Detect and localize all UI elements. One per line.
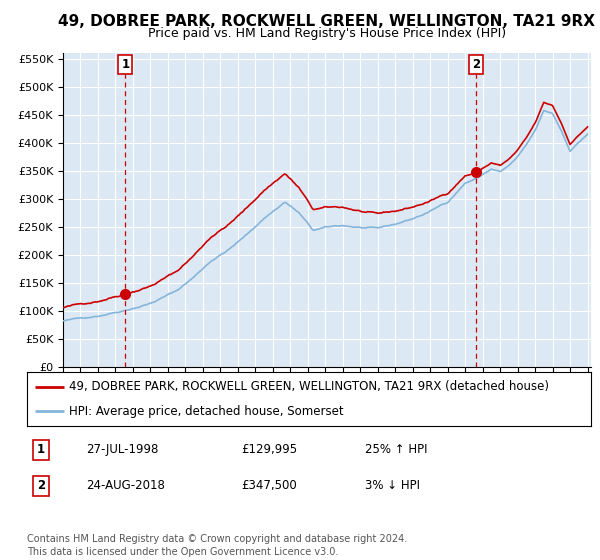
Text: 24-AUG-2018: 24-AUG-2018: [86, 479, 165, 492]
Text: 49, DOBREE PARK, ROCKWELL GREEN, WELLINGTON, TA21 9RX (detached house): 49, DOBREE PARK, ROCKWELL GREEN, WELLING…: [70, 380, 550, 393]
Text: 2: 2: [37, 479, 45, 492]
Text: £129,995: £129,995: [241, 443, 298, 456]
Text: 27-JUL-1998: 27-JUL-1998: [86, 443, 158, 456]
Text: Contains HM Land Registry data © Crown copyright and database right 2024.
This d: Contains HM Land Registry data © Crown c…: [27, 534, 407, 557]
Text: 49, DOBREE PARK, ROCKWELL GREEN, WELLINGTON, TA21 9RX: 49, DOBREE PARK, ROCKWELL GREEN, WELLING…: [59, 14, 595, 29]
Text: 1: 1: [37, 443, 45, 456]
Text: Price paid vs. HM Land Registry's House Price Index (HPI): Price paid vs. HM Land Registry's House …: [148, 27, 506, 40]
Text: HPI: Average price, detached house, Somerset: HPI: Average price, detached house, Some…: [70, 405, 344, 418]
Text: 2: 2: [472, 58, 481, 71]
Text: 25% ↑ HPI: 25% ↑ HPI: [365, 443, 428, 456]
Text: 3% ↓ HPI: 3% ↓ HPI: [365, 479, 421, 492]
Text: 1: 1: [121, 58, 130, 71]
Text: £347,500: £347,500: [241, 479, 297, 492]
